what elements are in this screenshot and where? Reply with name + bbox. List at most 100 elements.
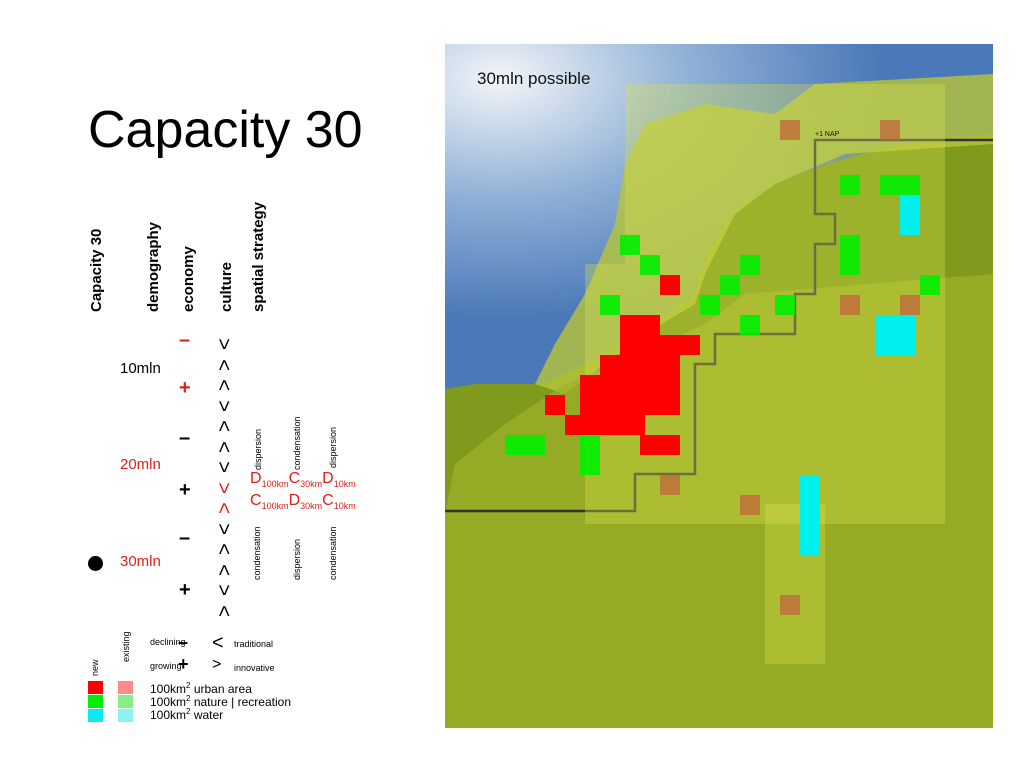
grid-cell: [825, 484, 845, 504]
grid-cell: [745, 344, 765, 364]
grid-cell: [625, 84, 645, 104]
grid-cell: [765, 444, 785, 464]
grid-cell: [685, 84, 705, 104]
grid-cell: [625, 184, 645, 204]
grid-cell: [805, 244, 825, 264]
grid-cell: [780, 120, 800, 140]
grid-cell: [885, 144, 905, 164]
grid-cell: [840, 255, 860, 275]
grid-cell: [685, 204, 705, 224]
grid-cell: [600, 295, 620, 315]
grid-cell: [785, 324, 805, 344]
strategy-letter: C: [250, 492, 262, 509]
grid-cell: [685, 424, 705, 444]
grid-cell: [825, 504, 845, 524]
grid-cell: [805, 644, 825, 664]
grid-cell: [745, 144, 765, 164]
grid-cell: [705, 364, 725, 384]
culture-symbol: <: [214, 584, 236, 596]
grid-cell: [800, 535, 820, 555]
column-header: Capacity 30: [88, 228, 105, 312]
legend-label: urban area: [190, 682, 252, 696]
slide-title: Capacity 30: [88, 101, 363, 159]
grid-cell: [785, 384, 805, 404]
grid-cell: [545, 395, 565, 415]
grid-cell: [725, 424, 745, 444]
legend-swatch-existing: [118, 695, 133, 708]
selected-marker: [88, 556, 103, 571]
grid-cell: [705, 184, 725, 204]
grid-cell: [925, 224, 945, 244]
grid-cell: [705, 504, 725, 524]
grid-cell: [765, 324, 785, 344]
legend-item: 100km2 water: [150, 707, 223, 722]
grid-cell: [765, 84, 785, 104]
grid-cell: [580, 375, 600, 415]
legend-swatch-new: [88, 709, 103, 722]
grid-cell: [785, 224, 805, 244]
grid-cell: [765, 344, 785, 364]
strategy-note: dispersion: [253, 428, 263, 470]
culture-symbol: <: [214, 461, 236, 473]
economy-symbol: –: [179, 527, 191, 549]
grid-cell: [605, 484, 625, 504]
grid-cell: [785, 204, 805, 224]
grid-cell: [825, 404, 845, 424]
grid-cell: [840, 175, 860, 195]
grid-cell: [725, 344, 745, 364]
grid-cell: [925, 344, 945, 364]
grid-cell: [805, 264, 825, 284]
grid-cell: [865, 424, 885, 444]
land-west: [535, 74, 993, 394]
grid-cell: [925, 444, 945, 464]
legend-gt: >: [212, 656, 222, 673]
grid-cell: [805, 584, 825, 604]
grid-cell: [920, 275, 940, 295]
strategy-letter: C: [288, 470, 301, 487]
grid-cell: [880, 175, 920, 195]
grid-cell: [625, 204, 645, 224]
grid-cell: [885, 464, 905, 484]
grid-cell: [725, 464, 745, 484]
grid-cell: [805, 104, 825, 124]
grid-cell: [625, 104, 645, 124]
grid-cell: [845, 84, 865, 104]
grid-cell: [925, 424, 945, 444]
grid-cell: [685, 244, 705, 264]
grid-cell: [765, 484, 785, 504]
grid-cell: [640, 435, 680, 455]
grid-cell: [645, 164, 665, 184]
grid-cell: [685, 384, 705, 404]
grid-cell: [900, 295, 920, 315]
grid-cell: [725, 164, 745, 184]
grid-cell: [805, 204, 825, 224]
grid-cell: [745, 384, 765, 404]
grid-cell: [645, 204, 665, 224]
grid-cell: [865, 444, 885, 464]
grid-cell: [745, 164, 765, 184]
grid-cell: [845, 104, 865, 124]
grid-cell: [885, 244, 905, 264]
grid-cell: [775, 295, 795, 315]
grid-cell: [565, 415, 645, 435]
economy-symbol: +: [179, 579, 191, 601]
grid-cell: [705, 444, 725, 464]
grid-cell: [765, 464, 785, 484]
culture-symbol: >: [214, 420, 236, 432]
grid-cell: [805, 84, 825, 104]
grid-cell: [765, 144, 785, 164]
grid-cell: [765, 564, 785, 584]
grid-cell: [745, 224, 765, 244]
grid-cell: [605, 264, 625, 284]
grid-cell: [725, 384, 745, 404]
grid-cell: [805, 144, 825, 164]
grid-cell: [825, 124, 845, 144]
strategy-row: D100kmC30kmD10km: [250, 470, 356, 489]
grid-cell: [925, 364, 945, 384]
grid-cell: [885, 444, 905, 464]
grid-cell: [705, 344, 725, 364]
grid-cell: [840, 295, 860, 315]
grid-cell: [785, 624, 805, 644]
grid-cell: [765, 104, 785, 124]
